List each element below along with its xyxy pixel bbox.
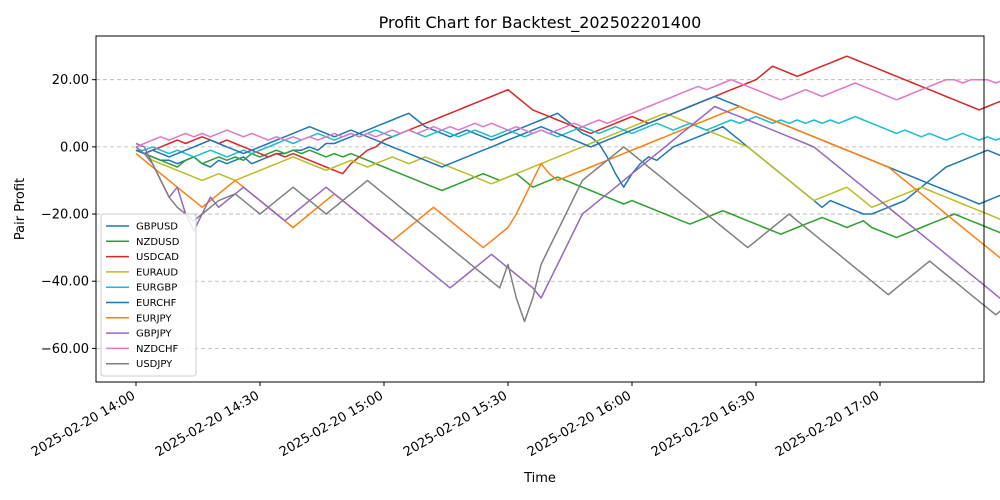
series-line-usdjpy bbox=[135, 146, 1000, 323]
y-tick-label: −40.00 bbox=[41, 275, 89, 290]
legend-label: EURAUD bbox=[136, 267, 178, 278]
legend-label: GBPJPY bbox=[136, 329, 172, 340]
series-line-nzdusd bbox=[135, 149, 1000, 239]
series-line-eurgbp bbox=[136, 115, 1000, 158]
plot-frame bbox=[95, 35, 985, 383]
series-line-gbpjpy bbox=[135, 105, 1000, 300]
legend-label: USDJPY bbox=[136, 359, 173, 370]
y-tick-label: −20.00 bbox=[41, 208, 89, 223]
legend-label: USDCAD bbox=[136, 252, 179, 263]
series-line-nzdchf bbox=[135, 78, 1000, 148]
y-tick-label: −60.00 bbox=[41, 342, 89, 357]
series-line-gbpusd bbox=[135, 112, 1000, 215]
series-line-eurjpy bbox=[135, 105, 1000, 259]
y-axis-label: Pair Profit bbox=[13, 178, 28, 240]
legend-box bbox=[100, 213, 197, 377]
y-axis-ticks: −60.00 −40.00 −20.00 0.00 20.00 bbox=[41, 73, 96, 357]
chart-title: Profit Chart for Backtest_202502201400 bbox=[379, 13, 702, 33]
legend-label: NZDUSD bbox=[136, 237, 180, 248]
legend-label: EURCHF bbox=[136, 298, 177, 309]
legend-label: EURGBP bbox=[136, 283, 177, 294]
series-lines bbox=[135, 55, 1000, 323]
y-tick-label: 20.00 bbox=[52, 73, 89, 88]
series-line-eurchf bbox=[135, 95, 1000, 205]
legend-label: EURJPY bbox=[136, 313, 172, 324]
legend-label: NZDCHF bbox=[136, 344, 179, 355]
x-axis-label: Time bbox=[523, 471, 556, 486]
legend: GBPUSD NZDUSD USDCAD EURAUD EURGBP EURCHF EURJ… bbox=[100, 213, 197, 377]
legend-label: GBPUSD bbox=[136, 222, 178, 233]
y-tick-label: 0.00 bbox=[60, 140, 89, 155]
